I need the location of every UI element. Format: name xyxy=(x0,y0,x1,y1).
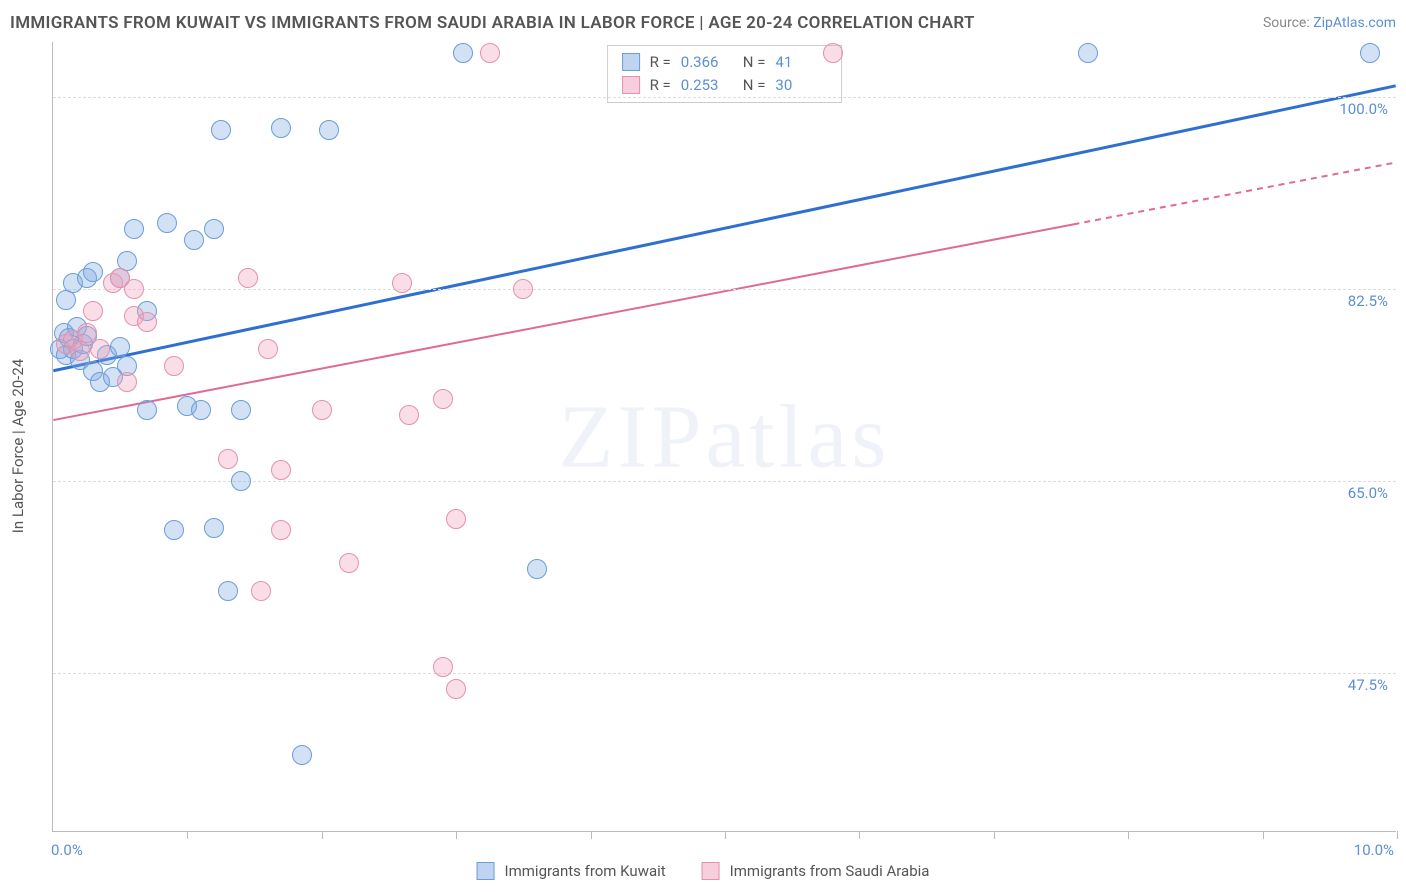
legend-stats-row-b: R = 0.253 N = 30 xyxy=(622,74,828,97)
legend-label-saudi: Immigrants from Saudi Arabia xyxy=(730,862,930,880)
data-point-b xyxy=(399,405,419,425)
source-link[interactable]: ZipAtlas.com xyxy=(1313,15,1396,31)
n-label: N = xyxy=(743,74,766,97)
data-point-b xyxy=(218,449,238,469)
r-value-kuwait: 0.366 xyxy=(681,51,733,74)
legend-swatch-saudi xyxy=(702,862,720,880)
data-point-b xyxy=(446,509,466,529)
data-point-a xyxy=(211,120,231,140)
data-point-b xyxy=(117,372,137,392)
gridline-horizontal xyxy=(53,673,1396,674)
data-point-b xyxy=(124,279,144,299)
data-point-b xyxy=(83,301,103,321)
data-point-a xyxy=(137,400,157,420)
data-point-a xyxy=(184,230,204,250)
data-point-b xyxy=(480,43,500,63)
gridline-horizontal xyxy=(53,289,1396,290)
gridline-horizontal xyxy=(53,481,1396,482)
chart-title: IMMIGRANTS FROM KUWAIT VS IMMIGRANTS FRO… xyxy=(10,13,975,33)
data-point-b xyxy=(238,268,258,288)
data-point-b xyxy=(77,323,97,343)
data-point-a xyxy=(292,745,312,765)
legend-swatch-saudi xyxy=(622,76,640,94)
r-label: R = xyxy=(650,51,671,74)
legend-bottom: Immigrants from Kuwait Immigrants from S… xyxy=(477,862,930,880)
data-point-a xyxy=(1360,43,1380,63)
data-point-b xyxy=(90,339,110,359)
legend-stats-box: R = 0.366 N = 41 R = 0.253 N = 30 xyxy=(607,45,843,103)
gridline-horizontal xyxy=(53,97,1396,98)
legend-item-kuwait: Immigrants from Kuwait xyxy=(477,862,666,880)
data-point-a xyxy=(271,118,291,138)
data-point-b xyxy=(251,581,271,601)
legend-swatch-kuwait xyxy=(477,862,495,880)
data-point-b xyxy=(164,356,184,376)
x-tick-label: 10.0% xyxy=(1354,841,1394,859)
data-point-b xyxy=(271,460,291,480)
source-attribution: Source: ZipAtlas.com xyxy=(1263,15,1396,31)
data-point-b xyxy=(823,43,843,63)
data-point-b xyxy=(258,339,278,359)
x-tick xyxy=(187,831,188,839)
data-point-b xyxy=(513,279,533,299)
x-tick xyxy=(456,831,457,839)
x-tick xyxy=(1397,831,1398,839)
n-label: N = xyxy=(743,51,766,74)
data-point-a xyxy=(157,213,177,233)
legend-swatch-kuwait xyxy=(622,53,640,71)
x-tick xyxy=(322,831,323,839)
data-point-b xyxy=(70,341,90,361)
data-point-a xyxy=(231,400,251,420)
source-prefix: Source: xyxy=(1263,15,1313,31)
data-point-a xyxy=(110,337,130,357)
data-point-a xyxy=(218,581,238,601)
data-point-b xyxy=(271,520,291,540)
chart-header: IMMIGRANTS FROM KUWAIT VS IMMIGRANTS FRO… xyxy=(10,8,1396,38)
legend-item-saudi: Immigrants from Saudi Arabia xyxy=(702,862,930,880)
x-tick xyxy=(994,831,995,839)
y-tick-label: 65.0% xyxy=(1348,484,1388,502)
r-value-saudi: 0.253 xyxy=(681,74,733,97)
data-point-b xyxy=(137,312,157,332)
trend-lines-svg xyxy=(53,42,1396,831)
legend-label-kuwait: Immigrants from Kuwait xyxy=(505,862,666,880)
data-point-a xyxy=(1078,43,1098,63)
data-point-a xyxy=(527,559,547,579)
x-tick-label: 0.0% xyxy=(51,841,83,859)
y-tick-label: 82.5% xyxy=(1348,292,1388,310)
x-tick xyxy=(859,831,860,839)
n-value-saudi: 30 xyxy=(775,74,827,97)
y-tick-label: 47.5% xyxy=(1348,676,1388,694)
x-tick xyxy=(591,831,592,839)
data-point-a xyxy=(204,518,224,538)
watermark-text: ZIPatlas xyxy=(559,385,891,488)
data-point-a xyxy=(319,120,339,140)
data-point-b xyxy=(339,553,359,573)
data-point-a xyxy=(204,219,224,239)
data-point-a xyxy=(83,262,103,282)
n-value-kuwait: 41 xyxy=(775,51,827,74)
data-point-b xyxy=(433,389,453,409)
data-point-a xyxy=(124,219,144,239)
y-tick-label: 100.0% xyxy=(1339,100,1388,118)
data-point-b xyxy=(433,657,453,677)
r-label: R = xyxy=(650,74,671,97)
data-point-a xyxy=(453,43,473,63)
x-tick xyxy=(1263,831,1264,839)
x-tick xyxy=(725,831,726,839)
x-tick xyxy=(1128,831,1129,839)
data-point-a xyxy=(191,400,211,420)
chart-plot-area: ZIPatlas R = 0.366 N = 41 R = 0.253 N = … xyxy=(52,42,1396,832)
data-point-b xyxy=(446,679,466,699)
data-point-b xyxy=(312,400,332,420)
legend-stats-row-a: R = 0.366 N = 41 xyxy=(622,51,828,74)
data-point-b xyxy=(392,273,412,293)
data-point-a xyxy=(164,520,184,540)
data-point-a xyxy=(231,471,251,491)
y-axis-title: In Labor Force | Age 20-24 xyxy=(9,359,27,533)
